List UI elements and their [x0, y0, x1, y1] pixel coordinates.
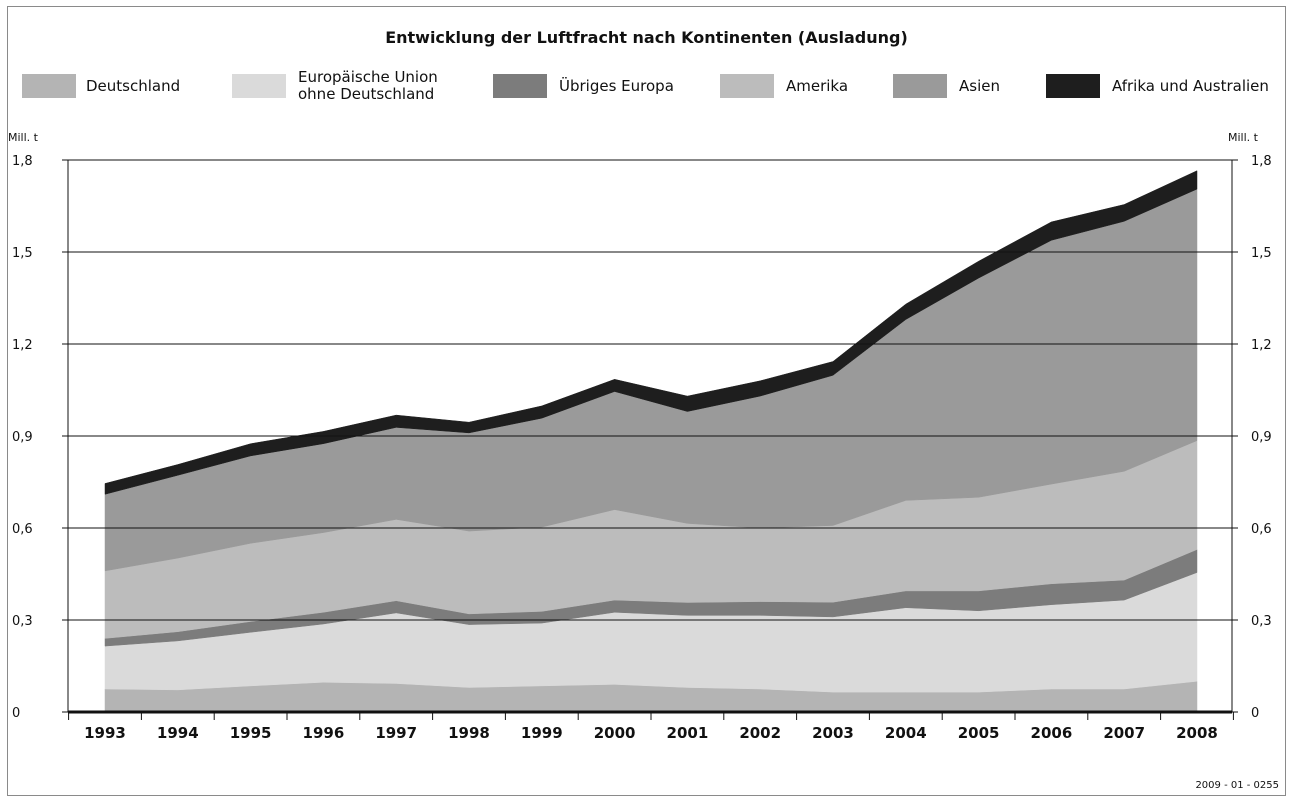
y-tick-label-right: 1,5 [1251, 246, 1272, 261]
y-tick-label-right: 0 [1251, 706, 1259, 721]
legend-label-eu: Europäische Union ohne Deutschland [298, 68, 438, 103]
x-tick-label-2006: 2006 [1031, 724, 1073, 742]
y-tick-label-left: 0,3 [12, 614, 33, 629]
y-tick-label-right: 0,6 [1251, 522, 1272, 537]
x-tick-label-1996: 1996 [303, 724, 345, 742]
legend-item-afrika-australien: Afrika und Australien [1046, 64, 1269, 108]
y-tick-label-right: 1,8 [1251, 154, 1272, 169]
x-tick-label-1994: 1994 [157, 724, 199, 742]
x-tick-label-2008: 2008 [1176, 724, 1218, 742]
chart-frame [7, 6, 1286, 796]
legend-item-amerika: Amerika [720, 64, 848, 108]
x-tick-label-1997: 1997 [375, 724, 417, 742]
legend-label-amerika: Amerika [786, 76, 849, 95]
y-tick-label-left: 1,2 [12, 338, 33, 353]
x-tick-label-2003: 2003 [812, 724, 854, 742]
footer-code: 2009 - 01 - 0255 [1195, 780, 1279, 791]
chart-title: Entwicklung der Luftfracht nach Kontinen… [385, 28, 908, 47]
legend-item-eu: Europäische Union ohne Deutschland [232, 64, 438, 108]
legend-swatch-uebriges-europa [493, 74, 547, 98]
legend-item-uebriges-europa: Übriges Europa [493, 64, 674, 108]
y-tick-label-left: 1,8 [12, 154, 33, 169]
y-tick-label-left: 0,9 [12, 430, 33, 445]
x-tick-label-1998: 1998 [448, 724, 490, 742]
x-tick-label-1999: 1999 [521, 724, 563, 742]
y-unit-right: Mill. t [1228, 131, 1258, 144]
y-tick-label-right: 0,3 [1251, 614, 1272, 629]
legend-label-afrika-australien: Afrika und Australien [1112, 76, 1269, 95]
legend-swatch-deutschland [22, 74, 76, 98]
legend-swatch-asien [893, 74, 947, 98]
legend-label-deutschland: Deutschland [86, 76, 181, 95]
x-tick-label-2002: 2002 [739, 724, 781, 742]
x-tick-label-1993: 1993 [84, 724, 126, 742]
x-tick-label-2007: 2007 [1103, 724, 1145, 742]
legend-swatch-eu [232, 74, 286, 98]
x-tick-label-2004: 2004 [885, 724, 927, 742]
y-tick-label-left: 1,5 [12, 246, 33, 261]
legend-item-deutschland: Deutschland [22, 64, 180, 108]
legend-item-asien: Asien [893, 64, 1000, 108]
x-tick-label-1995: 1995 [230, 724, 272, 742]
y-tick-label-left: 0 [12, 706, 20, 721]
legend-label-asien: Asien [959, 76, 1000, 95]
x-tick-label-2000: 2000 [594, 724, 636, 742]
x-tick-label-2001: 2001 [667, 724, 709, 742]
legend-swatch-afrika-australien [1046, 74, 1100, 98]
area-series-6 [104, 170, 1198, 495]
x-tick-label-2005: 2005 [958, 724, 1000, 742]
legend-swatch-amerika [720, 74, 774, 98]
y-tick-label-right: 0,9 [1251, 430, 1272, 445]
legend-label-uebriges-europa: Übriges Europa [559, 76, 674, 95]
y-tick-label-left: 0,6 [12, 522, 33, 537]
y-unit-left: Mill. t [8, 131, 38, 144]
y-tick-label-right: 1,2 [1251, 338, 1272, 353]
